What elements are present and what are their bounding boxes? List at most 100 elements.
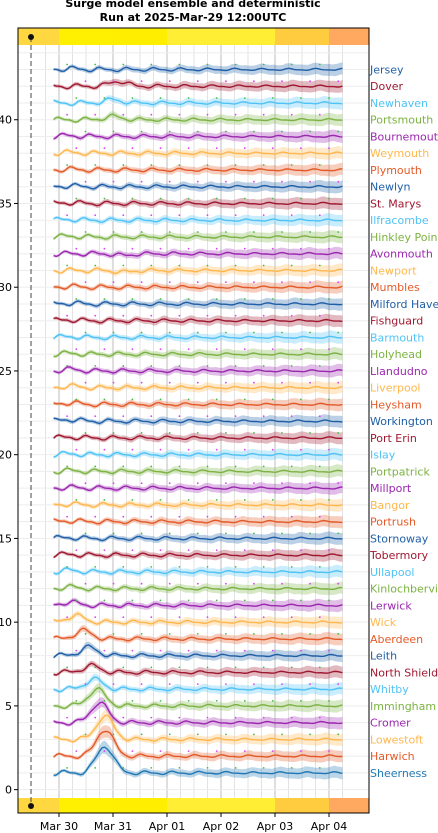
high-water-marker [234,767,237,769]
station-label: Fishguard [370,315,423,328]
high-water-marker [178,164,181,166]
station-label: Whitby [370,683,409,696]
high-water-marker [337,130,340,133]
high-water-marker [112,331,115,334]
high-water-marker [178,666,181,669]
station-labels: Sheerness Harwich Lowestoft Cromer Immingham… [369,63,438,779]
high-water-marker [84,733,87,736]
high-water-marker [112,532,115,535]
high-water-marker [187,750,190,752]
series-band [53,246,343,261]
high-water-marker [66,515,68,518]
high-water-marker [262,465,265,468]
high-water-marker [94,113,97,116]
series-line [53,200,343,207]
high-water-marker [159,700,162,702]
high-water-marker [103,649,106,652]
high-water-marker [215,750,218,752]
y-tick-label: 20 [0,449,12,462]
station-label: Barmouth [370,331,424,344]
series-line [53,644,343,659]
high-water-marker [150,314,153,317]
series-line [53,583,343,592]
risk-segment [167,798,221,813]
station-label: Ilfracombe [370,214,429,227]
high-water-marker [262,767,265,769]
high-water-marker [234,264,237,267]
high-water-marker [122,566,125,568]
high-water-marker [150,616,153,619]
high-water-marker [103,599,106,602]
series-line [53,501,343,508]
station-label: Plymouth [370,164,422,177]
series-line [53,182,343,190]
high-water-marker [243,97,246,99]
high-water-marker [103,298,106,300]
high-water-marker [206,515,209,518]
high-water-marker [140,633,143,635]
high-water-marker [187,649,190,652]
high-water-marker [300,700,302,702]
high-water-marker [309,231,311,233]
high-water-marker [290,465,293,468]
high-water-marker [262,314,265,317]
high-water-marker [187,147,190,150]
high-water-marker [234,465,237,468]
high-water-marker [337,432,340,434]
high-water-marker [281,733,283,736]
series-line [53,467,343,475]
high-water-marker [243,448,246,451]
high-water-marker [225,532,227,535]
chart-title-line-2: Run at 2025-Mar-29 12:00UTC [100,11,287,24]
high-water-marker [131,147,134,150]
series-band [53,673,343,696]
high-water-marker [243,197,246,200]
series-line [53,216,343,224]
high-water-marker [281,130,283,133]
high-water-marker [215,549,218,552]
high-water-marker [337,80,340,83]
high-water-marker [131,549,134,552]
high-water-marker [94,566,97,568]
high-water-marker [271,649,274,652]
high-water-marker [112,80,115,83]
high-water-marker [168,130,171,133]
y-tick-label: 30 [0,281,12,294]
series-line [53,165,343,173]
series-line [53,484,343,492]
high-water-marker [122,465,125,468]
high-water-marker [187,499,190,501]
high-water-marker [215,599,218,602]
high-water-marker [159,448,162,451]
high-water-marker [140,381,143,384]
high-water-marker [290,616,293,619]
high-water-marker [196,331,199,334]
high-water-marker [328,197,330,200]
series-band [53,709,343,747]
station-label: Jersey [369,63,404,76]
high-water-marker [122,214,125,217]
risk-segment [59,28,113,45]
high-water-marker [309,381,311,384]
high-water-marker [84,482,87,485]
station-label: Immingham [370,700,436,713]
high-water-marker [94,616,97,619]
high-water-marker [234,716,237,719]
high-water-marker [196,381,199,384]
high-water-marker [84,683,87,685]
high-water-marker [150,113,153,116]
high-water-marker [112,733,115,736]
series-line [53,662,343,676]
high-water-marker [300,549,302,552]
high-water-marker [140,80,143,83]
high-water-marker [131,398,134,401]
high-water-marker [309,180,311,183]
risk-segment [167,28,221,45]
high-water-marker [75,750,78,752]
high-water-marker [150,164,153,166]
high-water-marker [122,264,125,267]
risk-bar-top [18,28,369,45]
station-label: Millport [370,482,412,495]
high-water-marker [66,164,68,166]
